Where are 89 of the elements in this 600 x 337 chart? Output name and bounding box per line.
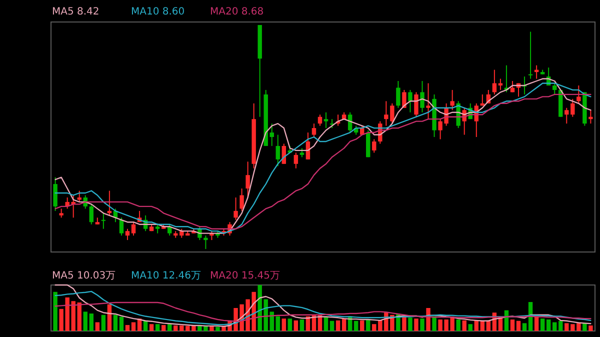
bar	[366, 320, 370, 331]
candlestick	[570, 98, 575, 118]
candlestick	[131, 222, 136, 236]
text: MA10 8.60	[131, 6, 185, 18]
candlestick	[234, 196, 238, 220]
candlestick	[552, 82, 557, 95]
bar	[522, 323, 527, 331]
candlestick	[125, 228, 130, 241]
candlestick	[498, 78, 503, 90]
candlestick	[396, 80, 400, 108]
candlestick	[414, 92, 418, 118]
bar	[83, 312, 88, 331]
bar	[113, 314, 118, 331]
candlestick	[312, 123, 316, 138]
bar	[149, 324, 154, 331]
bar	[420, 318, 424, 331]
bar	[462, 320, 466, 331]
bar	[540, 318, 545, 331]
bar	[552, 322, 557, 331]
bar	[174, 325, 178, 331]
candlestick	[246, 161, 250, 198]
candlestick	[294, 152, 298, 169]
bar	[270, 312, 274, 331]
bar	[354, 320, 358, 331]
bar	[119, 316, 124, 331]
candlestick	[528, 31, 533, 80]
bar	[300, 320, 304, 331]
candlestick	[318, 114, 322, 126]
bar	[95, 322, 100, 331]
candlestick	[426, 82, 430, 120]
bar	[372, 324, 376, 331]
candlestick	[576, 84, 581, 104]
candlestick	[89, 204, 94, 225]
candlestick	[270, 123, 274, 146]
bar	[414, 318, 418, 331]
bar	[53, 292, 58, 331]
candlestick	[276, 134, 280, 167]
bar	[168, 324, 172, 331]
candlestick	[240, 188, 244, 212]
bar	[125, 325, 130, 331]
candlestick	[53, 176, 58, 212]
text: MA10 12.46万	[131, 270, 201, 282]
bar	[408, 318, 412, 331]
candlestick	[408, 89, 412, 113]
bar	[516, 320, 521, 331]
bar	[402, 316, 406, 331]
bar	[210, 326, 214, 331]
bar	[131, 322, 136, 331]
bar	[89, 314, 94, 331]
bar	[77, 302, 82, 331]
bar	[558, 320, 563, 331]
text: MA5 8.42	[52, 6, 100, 18]
bar	[564, 323, 569, 331]
bar	[588, 325, 593, 331]
candlestick	[492, 69, 497, 95]
bar	[510, 320, 515, 331]
bar	[101, 314, 106, 331]
bar	[468, 324, 472, 331]
bar	[155, 324, 160, 331]
bar	[161, 325, 166, 331]
series-label: MA5 10.03万	[52, 270, 116, 282]
bar	[582, 323, 587, 331]
candlestick	[119, 217, 124, 236]
text: MA20 8.68	[210, 6, 264, 18]
bar	[288, 318, 292, 331]
candlestick	[564, 107, 569, 124]
candlestick	[450, 89, 454, 111]
bar	[474, 320, 478, 331]
bar	[294, 320, 298, 331]
bar	[324, 316, 328, 331]
bar	[107, 304, 112, 331]
bar	[216, 326, 220, 331]
bar	[456, 320, 460, 331]
candlestick	[101, 212, 106, 230]
bar	[330, 320, 334, 331]
bar	[276, 316, 280, 331]
candlestick	[420, 80, 424, 113]
bar	[360, 320, 364, 331]
candlestick	[588, 110, 593, 124]
candlestick	[204, 235, 208, 250]
bar	[282, 318, 286, 331]
bar	[336, 320, 340, 331]
bar	[180, 325, 184, 331]
candlestick	[372, 138, 376, 154]
text: MA20 15.45万	[210, 270, 280, 282]
candlestick	[402, 89, 406, 108]
candlestick	[324, 112, 328, 129]
bar	[546, 320, 551, 331]
bar	[342, 318, 346, 331]
